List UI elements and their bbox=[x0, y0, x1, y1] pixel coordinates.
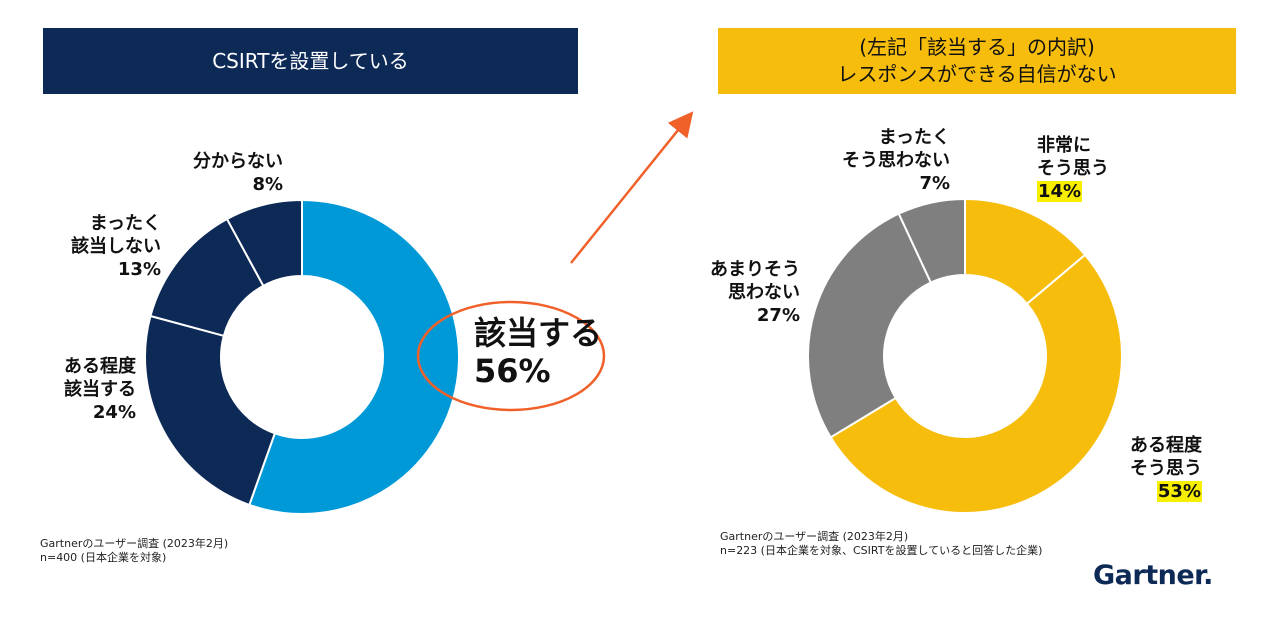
right-label-hijou-pct: 14% bbox=[1037, 181, 1083, 202]
right-label-aruteido-line2: そう思う bbox=[1130, 458, 1202, 479]
right-label-aruteido-pct: 53% bbox=[1156, 481, 1202, 502]
right-donut-slice-1 bbox=[829, 253, 1123, 514]
left-label-aruteido-pct: 24% bbox=[92, 402, 136, 423]
right-label-mattaku-pct: 7% bbox=[919, 173, 950, 194]
right-label-amari: あまりそう 思わない 27% bbox=[670, 258, 800, 327]
right-label-aruteido-line1: ある程度 bbox=[1130, 435, 1202, 456]
left-label-gaitou-name: 該当する bbox=[474, 314, 603, 352]
left-label-wakaranai-name: 分からない bbox=[193, 151, 283, 172]
left-source-note: Gartnerのユーザー調査 (2023年2月) n=400 (日本企業を対象) bbox=[40, 537, 228, 565]
right-source-line1: Gartnerのユーザー調査 (2023年2月) bbox=[720, 530, 909, 543]
right-donut-slice-3 bbox=[897, 197, 966, 284]
left-label-mattaku-line2: 該当しない bbox=[71, 236, 161, 257]
left-label-mattaku-line1: まったく bbox=[89, 213, 161, 234]
right-source-note: Gartnerのユーザー調査 (2023年2月) n=223 (日本企業を対象、… bbox=[720, 530, 1042, 558]
right-label-amari-pct: 27% bbox=[756, 305, 800, 326]
right-label-amari-line1: あまりそう bbox=[710, 259, 800, 280]
left-label-gaitou: 該当する 56% bbox=[474, 314, 602, 390]
right-chart-title-line2: レスポンスができる自信がない bbox=[837, 62, 1117, 86]
left-donut-slice-1 bbox=[144, 314, 277, 507]
left-donut-chart bbox=[144, 198, 460, 515]
left-label-mattaku-pct: 13% bbox=[117, 259, 161, 280]
right-chart-title-line1: (左記「該当する」の内訳) bbox=[859, 35, 1095, 59]
left-chart-title: CSIRTを設置している bbox=[212, 48, 409, 73]
left-donut-slice-0 bbox=[248, 198, 460, 515]
right-label-hijou-line2: そう思う bbox=[1037, 158, 1109, 179]
left-label-wakaranai-pct: 8% bbox=[252, 174, 283, 195]
right-source-line2: n=223 (日本企業を対象、CSIRTを設置していると回答した企業) bbox=[720, 544, 1043, 557]
left-source-line1: Gartnerのユーザー調査 (2023年2月) bbox=[40, 537, 229, 550]
right-label-mattaku: まったく そう思わない 7% bbox=[780, 126, 950, 195]
left-label-aruteido-line1: ある程度 bbox=[64, 356, 136, 377]
gartner-logo-text: Gartner bbox=[1093, 560, 1204, 591]
right-label-mattaku-line1: まったく bbox=[878, 127, 950, 148]
left-label-aruteido-line2: 該当する bbox=[64, 379, 136, 400]
left-label-wakaranai: 分からない 8% bbox=[150, 150, 283, 196]
gartner-logo-dot: . bbox=[1203, 560, 1213, 591]
right-chart-title-banner: (左記「該当する」の内訳) レスポンスができる自信がない bbox=[718, 28, 1236, 94]
left-label-gaitou-pct: 56% bbox=[474, 352, 551, 390]
right-label-hijou: 非常に そう思う 14% bbox=[1037, 134, 1145, 203]
highlight-ellipse bbox=[416, 300, 606, 412]
right-label-mattaku-line2: そう思わない bbox=[842, 150, 950, 171]
right-label-hijou-line1: 非常に bbox=[1037, 135, 1091, 156]
right-label-aruteido: ある程度 そう思う 53% bbox=[1078, 434, 1202, 503]
callout-arrow bbox=[570, 111, 694, 264]
left-label-mattaku: まったく 該当しない 13% bbox=[28, 212, 161, 281]
left-donut-slice-3 bbox=[225, 198, 303, 288]
right-label-amari-line2: 思わない bbox=[728, 282, 800, 303]
right-donut-chart bbox=[807, 197, 1123, 514]
left-label-aruteido: ある程度 該当する 24% bbox=[6, 355, 136, 424]
gartner-logo: Gartner. bbox=[1093, 560, 1213, 591]
left-chart-title-banner: CSIRTを設置している bbox=[43, 28, 578, 94]
left-source-line2: n=400 (日本企業を対象) bbox=[40, 551, 167, 564]
right-donut-slice-2 bbox=[807, 212, 933, 439]
